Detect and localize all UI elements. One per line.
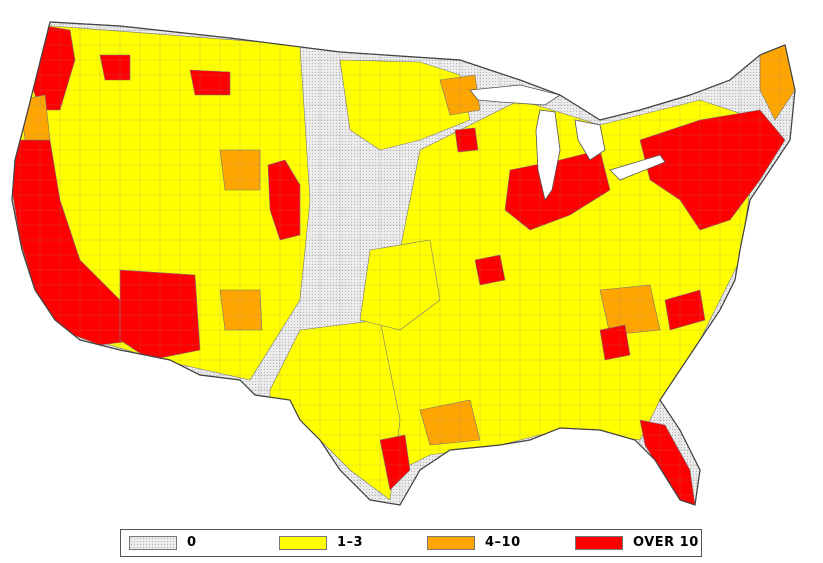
lake-erie — [609, 154, 666, 181]
region-south-low — [269, 319, 401, 501]
region-southeast-mid — [599, 284, 661, 336]
lake-michigan — [535, 109, 561, 201]
legend-item-zero: 0 — [129, 535, 197, 550]
region-texas-high — [379, 434, 411, 491]
legend-swatch-high — [575, 535, 623, 550]
region-pnw-high — [189, 69, 231, 96]
legend-swatch-zero — [129, 535, 177, 550]
choropleth-map — [11, 21, 796, 506]
region-atlanta-high — [599, 324, 631, 361]
legend-item-high: OVER 10 — [575, 535, 699, 550]
region-southwest-mid — [219, 289, 263, 331]
legend-label-high: OVER 10 — [633, 535, 699, 550]
legend-label-mid: 4–10 — [485, 535, 521, 550]
us-county-map — [11, 21, 796, 506]
legend-item-mid: 4–10 — [427, 535, 521, 550]
region-northeast-high — [639, 109, 786, 231]
legend-label-low: 1–3 — [337, 535, 364, 550]
region-idaho-high — [99, 54, 131, 81]
us-outline — [11, 21, 796, 506]
lake-superior — [469, 84, 561, 106]
legend-swatch-mid — [427, 535, 475, 550]
legend-swatch-low — [279, 535, 327, 550]
region-pacific-mid — [19, 94, 51, 141]
region-minnesota-high — [454, 127, 479, 153]
legend-label-zero: 0 — [187, 535, 197, 550]
lake-huron — [574, 119, 606, 161]
legend-item-low: 1–3 — [279, 535, 363, 550]
map-legend: 0 1–3 4–10 OVER 10 — [120, 529, 702, 557]
